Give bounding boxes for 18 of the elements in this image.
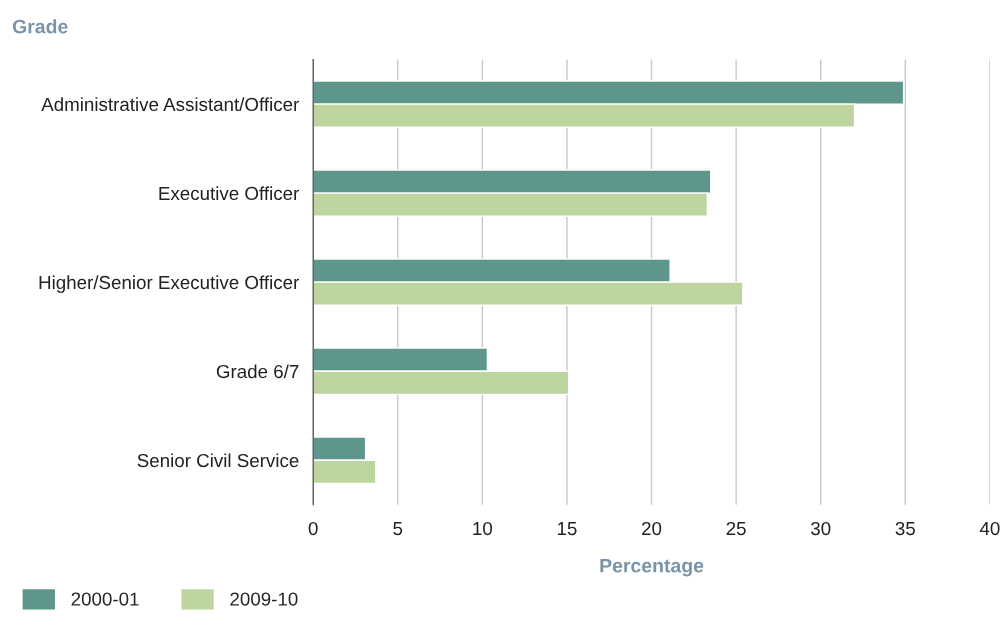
legend-label: 2009-10 (230, 592, 298, 606)
y-tick-label: Senior Civil Service (137, 453, 299, 468)
x-tick-label: 5 (393, 522, 403, 536)
y-axis-title: Grade (12, 19, 68, 34)
y-tick-label: Grade 6/7 (216, 364, 299, 379)
x-tick-label: 40 (979, 521, 1000, 536)
x-axis-title: Percentage (600, 558, 704, 577)
y-tick-label: Administrative Assistant/Officer (41, 97, 299, 112)
y-tick-label: Executive Officer (159, 186, 299, 201)
x-tick-label: 35 (895, 521, 915, 536)
x-tick-label: 20 (642, 521, 662, 536)
y-tick-label: Higher/Senior Executive Officer (39, 275, 299, 293)
x-tick-label: 0 (308, 521, 318, 536)
legend-label: 2000-01 (71, 592, 139, 606)
x-tick-label: 10 (473, 521, 493, 536)
x-tick-label: 25 (726, 521, 746, 536)
x-tick-label: 30 (810, 521, 831, 536)
x-tick-label: 15 (557, 522, 577, 536)
